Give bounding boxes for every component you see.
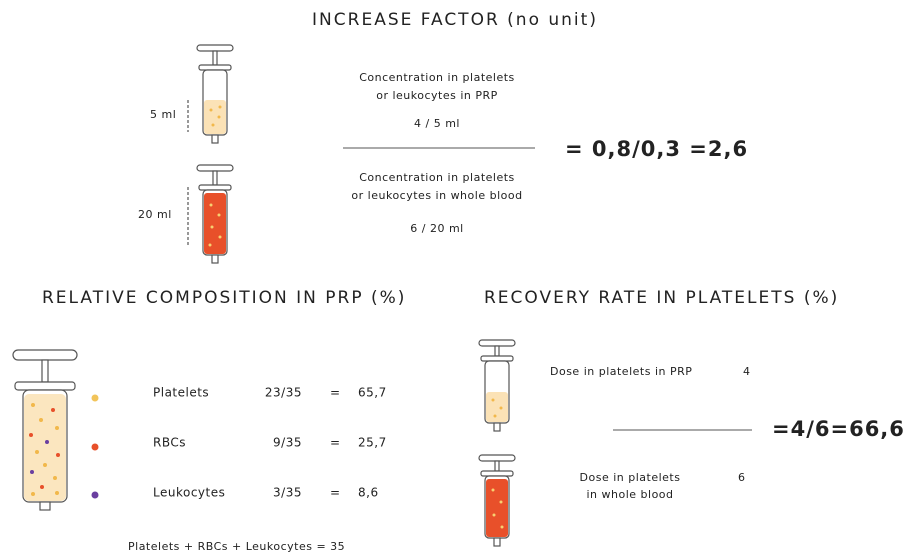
section-title: RELATIVE COMPOSITION IN PRP (%) <box>42 288 406 308</box>
row-equals: = <box>330 386 341 400</box>
volume-label: 5 ml <box>150 108 176 121</box>
syringe <box>12 349 78 511</box>
syringe <box>196 164 234 264</box>
row-fraction: 9/35 <box>273 436 302 450</box>
row-name: Platelets <box>153 386 209 400</box>
row-name: Leukocytes <box>153 486 225 500</box>
row-percent: 8,6 <box>358 486 379 500</box>
row-percent: 25,7 <box>358 436 387 450</box>
row-equals: = <box>330 436 341 450</box>
numerator-value: 4 <box>743 365 751 378</box>
denominator-label: or leukocytes in whole blood <box>351 189 522 202</box>
volume-label: 20 ml <box>138 208 172 221</box>
row-fraction: 3/35 <box>273 486 302 500</box>
denominator-value: 6 / 20 ml <box>410 222 463 235</box>
denominator-label: Dose in platelets <box>580 471 681 484</box>
legend-dot <box>91 394 99 402</box>
row-fraction: 23/35 <box>265 386 302 400</box>
footer: Platelets + RBCs + Leukocytes = 35 <box>128 540 345 553</box>
result: = 0,8/0,3 =2,6 <box>565 137 748 161</box>
numerator-label: Concentration in platelets <box>359 71 515 84</box>
denominator-label: in whole blood <box>586 488 673 501</box>
legend-dot <box>91 491 99 499</box>
section-title: INCREASE FACTOR (no unit) <box>312 10 598 30</box>
denominator-label: Concentration in platelets <box>359 171 515 184</box>
syringe <box>478 339 516 432</box>
legend-dot <box>91 443 99 451</box>
section-title: RECOVERY RATE IN PLATELETS (%) <box>484 288 839 308</box>
syringe <box>196 44 234 144</box>
result: =4/6=66,6 <box>772 417 905 441</box>
row-equals: = <box>330 486 341 500</box>
row-name: RBCs <box>153 436 186 450</box>
composition-rows: Platelets 23/35 = 65,7 RBCs 9/35 = 25,7 Leukocyt… <box>153 386 387 500</box>
numerator-value: 4 / 5 ml <box>414 117 460 130</box>
row-percent: 65,7 <box>358 386 387 400</box>
syringe <box>478 454 516 547</box>
denominator-value: 6 <box>738 471 746 484</box>
numerator-label: Dose in platelets in PRP <box>550 365 692 378</box>
numerator-label: or leukocytes in PRP <box>376 89 498 102</box>
